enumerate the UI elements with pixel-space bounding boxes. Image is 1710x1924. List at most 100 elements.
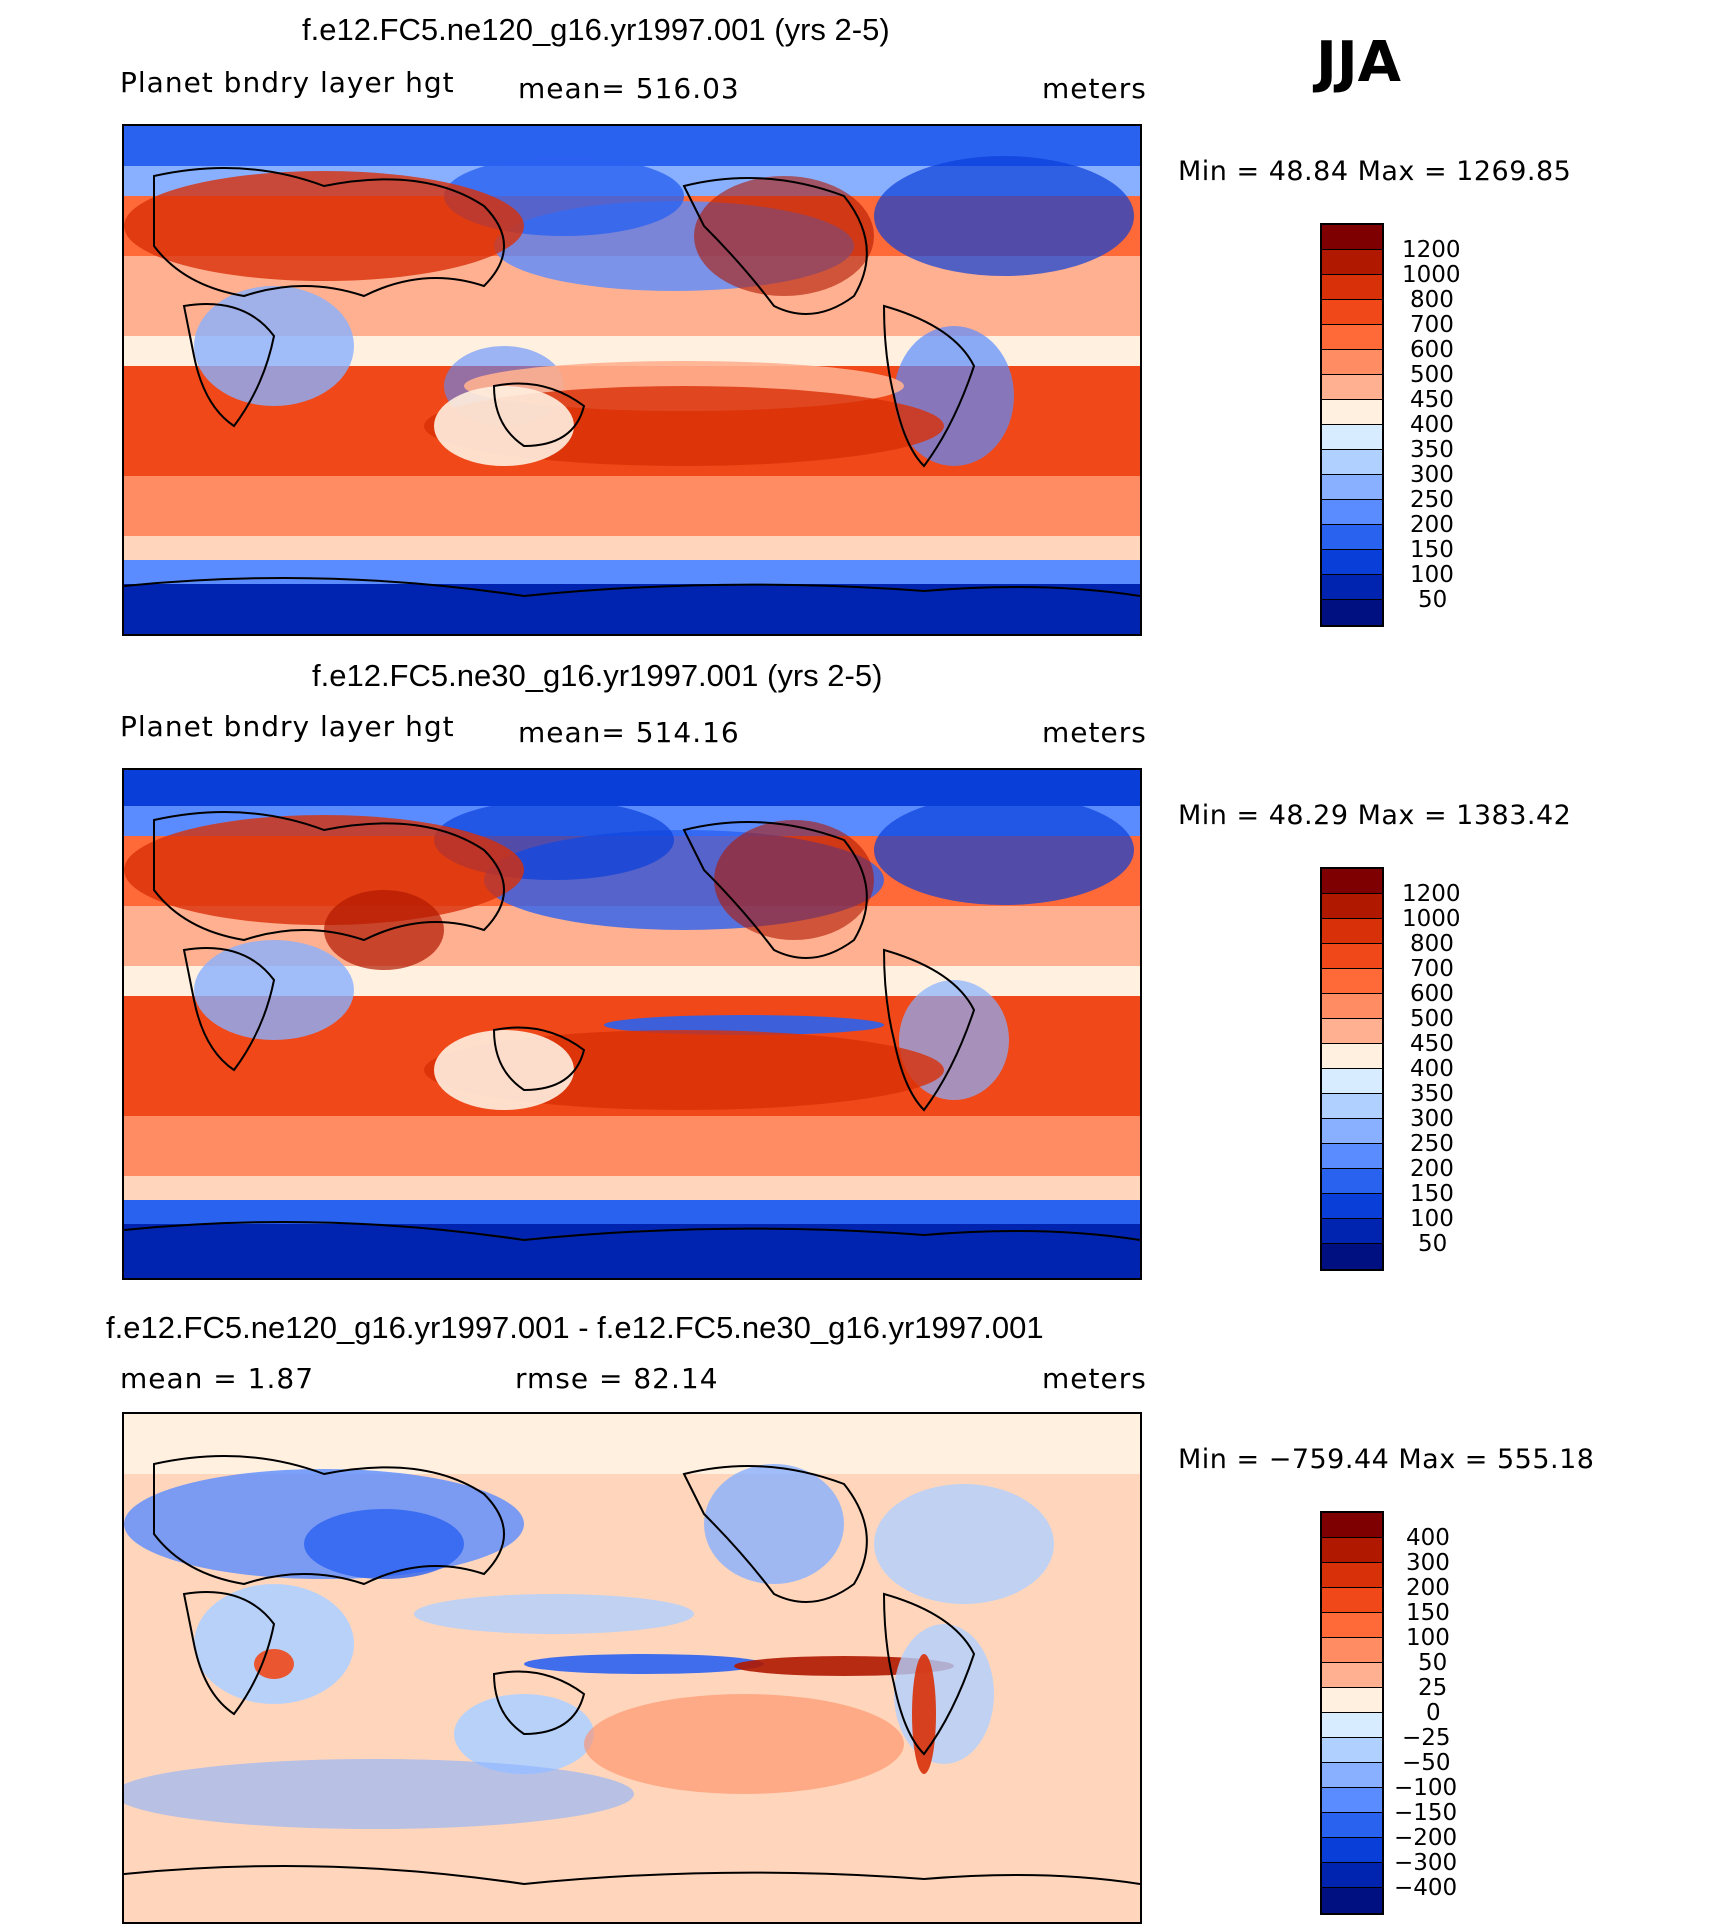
colorbar-swatch xyxy=(1322,1094,1382,1119)
colorbar-swatch xyxy=(1322,375,1382,400)
colorbar-label: 800 xyxy=(1410,931,1454,957)
colorbar-label: −25 xyxy=(1402,1725,1451,1751)
colorbar-label: 100 xyxy=(1410,562,1454,588)
colorbar-label: 200 xyxy=(1406,1575,1450,1601)
panel2-units-label: meters xyxy=(1042,716,1147,749)
colorbar-swatch xyxy=(1322,1613,1382,1638)
colorbar-label: 700 xyxy=(1410,312,1454,338)
colorbar-label: 600 xyxy=(1410,337,1454,363)
colorbar-swatch xyxy=(1322,350,1382,375)
colorbar-swatch xyxy=(1322,1044,1382,1069)
colorbar-swatch xyxy=(1322,1019,1382,1044)
colorbar-swatch xyxy=(1322,225,1382,250)
colorbar-swatch xyxy=(1322,1119,1382,1144)
panel2-mean-label: mean= 514.16 xyxy=(518,716,740,749)
colorbar-swatch xyxy=(1322,275,1382,300)
colorbar-swatch xyxy=(1322,1838,1382,1863)
panel1-title: f.e12.FC5.ne120_g16.yr1997.001 (yrs 2-5) xyxy=(302,12,890,47)
colorbar-swatch xyxy=(1322,1588,1382,1613)
panel1-variable-label: Planet bndry layer hgt xyxy=(120,66,455,99)
colorbar-label: 400 xyxy=(1410,412,1454,438)
colorbar-label: 500 xyxy=(1410,362,1454,388)
colorbar-swatch xyxy=(1322,1788,1382,1813)
panel2-map xyxy=(122,768,1142,1280)
colorbar-label: −300 xyxy=(1394,1850,1458,1876)
colorbar-swatch xyxy=(1322,1563,1382,1588)
colorbar-swatch xyxy=(1322,550,1382,575)
panel1-mean-label: mean= 516.03 xyxy=(518,72,740,105)
colorbar-label: 300 xyxy=(1406,1550,1450,1576)
colorbar-swatch xyxy=(1322,425,1382,450)
colorbar-swatch xyxy=(1322,400,1382,425)
colorbar-label: 350 xyxy=(1410,437,1454,463)
colorbar-label: 100 xyxy=(1406,1625,1450,1651)
colorbar-label: 450 xyxy=(1410,1031,1454,1057)
colorbar-label: 200 xyxy=(1410,512,1454,538)
colorbar-label: 800 xyxy=(1410,287,1454,313)
colorbar-label: 25 xyxy=(1418,1675,1448,1701)
panel2-colorbar xyxy=(1320,867,1384,1271)
colorbar-swatch xyxy=(1322,1888,1382,1913)
colorbar-swatch xyxy=(1322,450,1382,475)
panel3-minmax: Min = −759.44 Max = 555.18 xyxy=(1178,1444,1595,1475)
colorbar-swatch xyxy=(1322,300,1382,325)
panel3-title: f.e12.FC5.ne120_g16.yr1997.001 - f.e12.F… xyxy=(106,1310,1044,1345)
colorbar-swatch xyxy=(1322,250,1382,275)
colorbar-swatch xyxy=(1322,1713,1382,1738)
colorbar-label: −100 xyxy=(1394,1775,1458,1801)
colorbar-label: 200 xyxy=(1410,1156,1454,1182)
colorbar-swatch xyxy=(1322,600,1382,625)
colorbar-label: 150 xyxy=(1410,537,1454,563)
colorbar-label: 700 xyxy=(1410,956,1454,982)
colorbar-swatch xyxy=(1322,500,1382,525)
colorbar-label: −150 xyxy=(1394,1800,1458,1826)
colorbar-label: 300 xyxy=(1410,1106,1454,1132)
colorbar-label: 150 xyxy=(1406,1600,1450,1626)
colorbar-label: 150 xyxy=(1410,1181,1454,1207)
colorbar-label: 350 xyxy=(1410,1081,1454,1107)
colorbar-swatch xyxy=(1322,894,1382,919)
colorbar-label: 250 xyxy=(1410,1131,1454,1157)
colorbar-label: −400 xyxy=(1394,1875,1458,1901)
colorbar-label: 300 xyxy=(1410,462,1454,488)
panel3-colorbar xyxy=(1320,1511,1384,1915)
colorbar-label: 1000 xyxy=(1402,262,1461,288)
colorbar-swatch xyxy=(1322,1863,1382,1888)
colorbar-label: 450 xyxy=(1410,387,1454,413)
season-label: JJA xyxy=(1316,30,1402,95)
colorbar-swatch xyxy=(1322,475,1382,500)
colorbar-swatch xyxy=(1322,1144,1382,1169)
panel1-colorbar xyxy=(1320,223,1384,627)
colorbar-swatch xyxy=(1322,1069,1382,1094)
colorbar-label: 400 xyxy=(1406,1525,1450,1551)
colorbar-label: 500 xyxy=(1410,1006,1454,1032)
colorbar-label: 100 xyxy=(1410,1206,1454,1232)
panel3-units-label: meters xyxy=(1042,1362,1147,1395)
colorbar-swatch xyxy=(1322,575,1382,600)
panel2-minmax: Min = 48.29 Max = 1383.42 xyxy=(1178,800,1572,831)
colorbar-swatch xyxy=(1322,1763,1382,1788)
colorbar-swatch xyxy=(1322,1169,1382,1194)
colorbar-swatch xyxy=(1322,325,1382,350)
colorbar-swatch xyxy=(1322,919,1382,944)
colorbar-label: 1200 xyxy=(1402,237,1461,263)
colorbar-swatch xyxy=(1322,994,1382,1019)
colorbar-swatch xyxy=(1322,1538,1382,1563)
panel3-map xyxy=(122,1412,1142,1924)
colorbar-swatch xyxy=(1322,1513,1382,1538)
colorbar-swatch xyxy=(1322,969,1382,994)
colorbar-swatch xyxy=(1322,1688,1382,1713)
colorbar-swatch xyxy=(1322,1219,1382,1244)
colorbar-label: −50 xyxy=(1402,1750,1451,1776)
colorbar-swatch xyxy=(1322,944,1382,969)
colorbar-swatch xyxy=(1322,869,1382,894)
colorbar-label: 50 xyxy=(1418,587,1448,613)
colorbar-label: 50 xyxy=(1418,1231,1448,1257)
colorbar-label: 1000 xyxy=(1402,906,1461,932)
colorbar-swatch xyxy=(1322,1194,1382,1219)
panel3-mean-label: mean = 1.87 xyxy=(120,1362,315,1395)
colorbar-swatch xyxy=(1322,1738,1382,1763)
panel1-units-label: meters xyxy=(1042,72,1147,105)
colorbar-swatch xyxy=(1322,1663,1382,1688)
panel2-variable-label: Planet bndry layer hgt xyxy=(120,710,455,743)
